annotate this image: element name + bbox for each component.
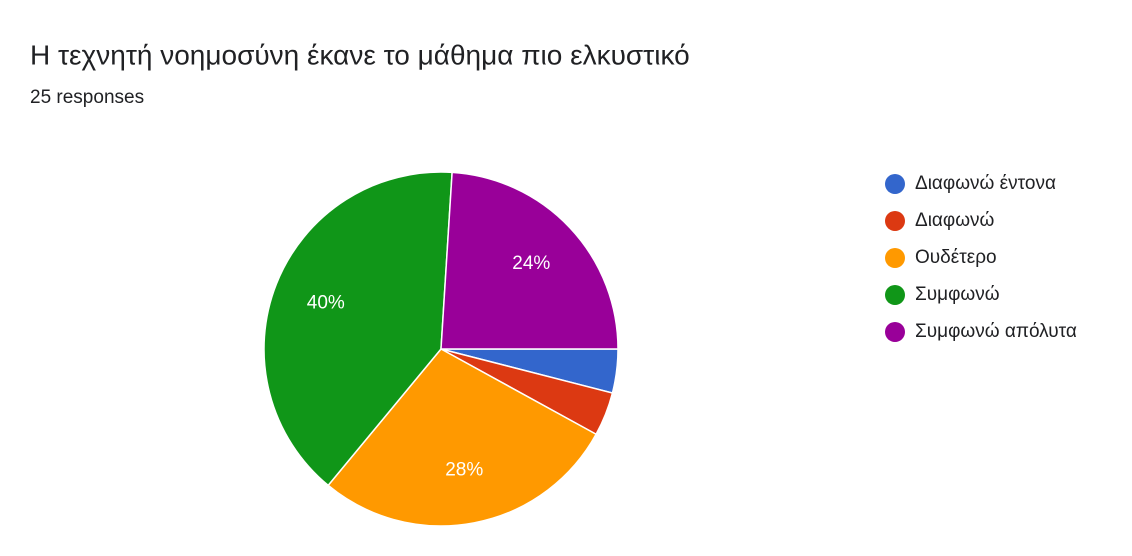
legend-swatch	[885, 248, 905, 268]
pie-slice	[327, 348, 598, 527]
slice-label: 40%	[307, 292, 345, 313]
legend-swatch	[885, 322, 905, 342]
legend-swatch	[885, 211, 905, 231]
pie-slice	[263, 171, 453, 487]
chart-title: Η τεχνητή νοημοσύνη έκανε το μάθημα πιο …	[30, 39, 690, 70]
legend-label: Διαφωνώ	[915, 210, 995, 231]
legend-label: Συμφωνώ απόλυτα	[915, 321, 1077, 342]
chart-subtitle: 25 responses	[30, 87, 144, 108]
slice-label: 28%	[445, 460, 483, 481]
slice-label: 24%	[512, 253, 550, 274]
legend-swatch	[885, 174, 905, 194]
legend-label: Διαφωνώ έντονα	[915, 173, 1056, 194]
legend-label: Συμφωνώ	[915, 284, 1000, 305]
legend-swatch	[885, 285, 905, 305]
legend-label: Ουδέτερο	[915, 247, 997, 268]
pie-slice	[440, 171, 619, 350]
